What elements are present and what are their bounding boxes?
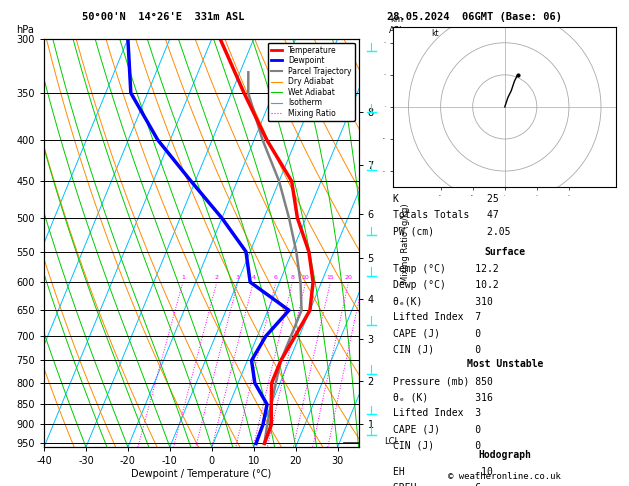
Text: K               25: K 25 — [393, 194, 499, 205]
Text: SREH          6: SREH 6 — [393, 483, 481, 486]
Text: 15: 15 — [326, 275, 334, 280]
Text: EH            -10: EH -10 — [393, 467, 493, 477]
Text: Pressure (mb) 850: Pressure (mb) 850 — [393, 376, 493, 386]
Text: LCL: LCL — [384, 437, 399, 446]
Text: 1: 1 — [181, 275, 185, 280]
Text: 50°00'N  14°26'E  331m ASL: 50°00'N 14°26'E 331m ASL — [82, 12, 244, 22]
Text: 2: 2 — [215, 275, 219, 280]
Text: PW (cm)         2.05: PW (cm) 2.05 — [393, 226, 511, 237]
Text: CAPE (J)      0: CAPE (J) 0 — [393, 424, 481, 434]
Text: Dewp (°C)     10.2: Dewp (°C) 10.2 — [393, 280, 499, 291]
Text: km
ASL: km ASL — [389, 16, 404, 35]
Text: 28.05.2024  06GMT (Base: 06): 28.05.2024 06GMT (Base: 06) — [387, 12, 562, 22]
Text: Mixing Ratio (g/kg): Mixing Ratio (g/kg) — [401, 203, 410, 283]
Text: CIN (J)       0: CIN (J) 0 — [393, 440, 481, 451]
Text: hPa: hPa — [16, 25, 33, 35]
Text: Lifted Index  3: Lifted Index 3 — [393, 408, 481, 418]
Legend: Temperature, Dewpoint, Parcel Trajectory, Dry Adiabat, Wet Adiabat, Isotherm, Mi: Temperature, Dewpoint, Parcel Trajectory… — [267, 43, 355, 121]
Text: kt: kt — [431, 29, 438, 38]
Text: 4: 4 — [251, 275, 255, 280]
Text: 20: 20 — [345, 275, 352, 280]
Text: θₑ(K)         310: θₑ(K) 310 — [393, 296, 493, 307]
Text: CIN (J)       0: CIN (J) 0 — [393, 345, 481, 355]
Text: Hodograph: Hodograph — [478, 450, 532, 460]
Text: 8: 8 — [291, 275, 294, 280]
Text: Most Unstable: Most Unstable — [467, 359, 543, 369]
X-axis label: Dewpoint / Temperature (°C): Dewpoint / Temperature (°C) — [131, 469, 271, 479]
Text: 6: 6 — [274, 275, 278, 280]
Text: Totals Totals   47: Totals Totals 47 — [393, 210, 499, 221]
Text: Surface: Surface — [484, 247, 525, 257]
Text: Lifted Index  7: Lifted Index 7 — [393, 312, 481, 323]
Text: 10: 10 — [302, 275, 309, 280]
Text: 3: 3 — [236, 275, 240, 280]
Text: © weatheronline.co.uk: © weatheronline.co.uk — [448, 472, 561, 481]
Text: θₑ (K)        316: θₑ (K) 316 — [393, 392, 493, 402]
Text: CAPE (J)      0: CAPE (J) 0 — [393, 329, 481, 339]
Text: Temp (°C)     12.2: Temp (°C) 12.2 — [393, 264, 499, 275]
